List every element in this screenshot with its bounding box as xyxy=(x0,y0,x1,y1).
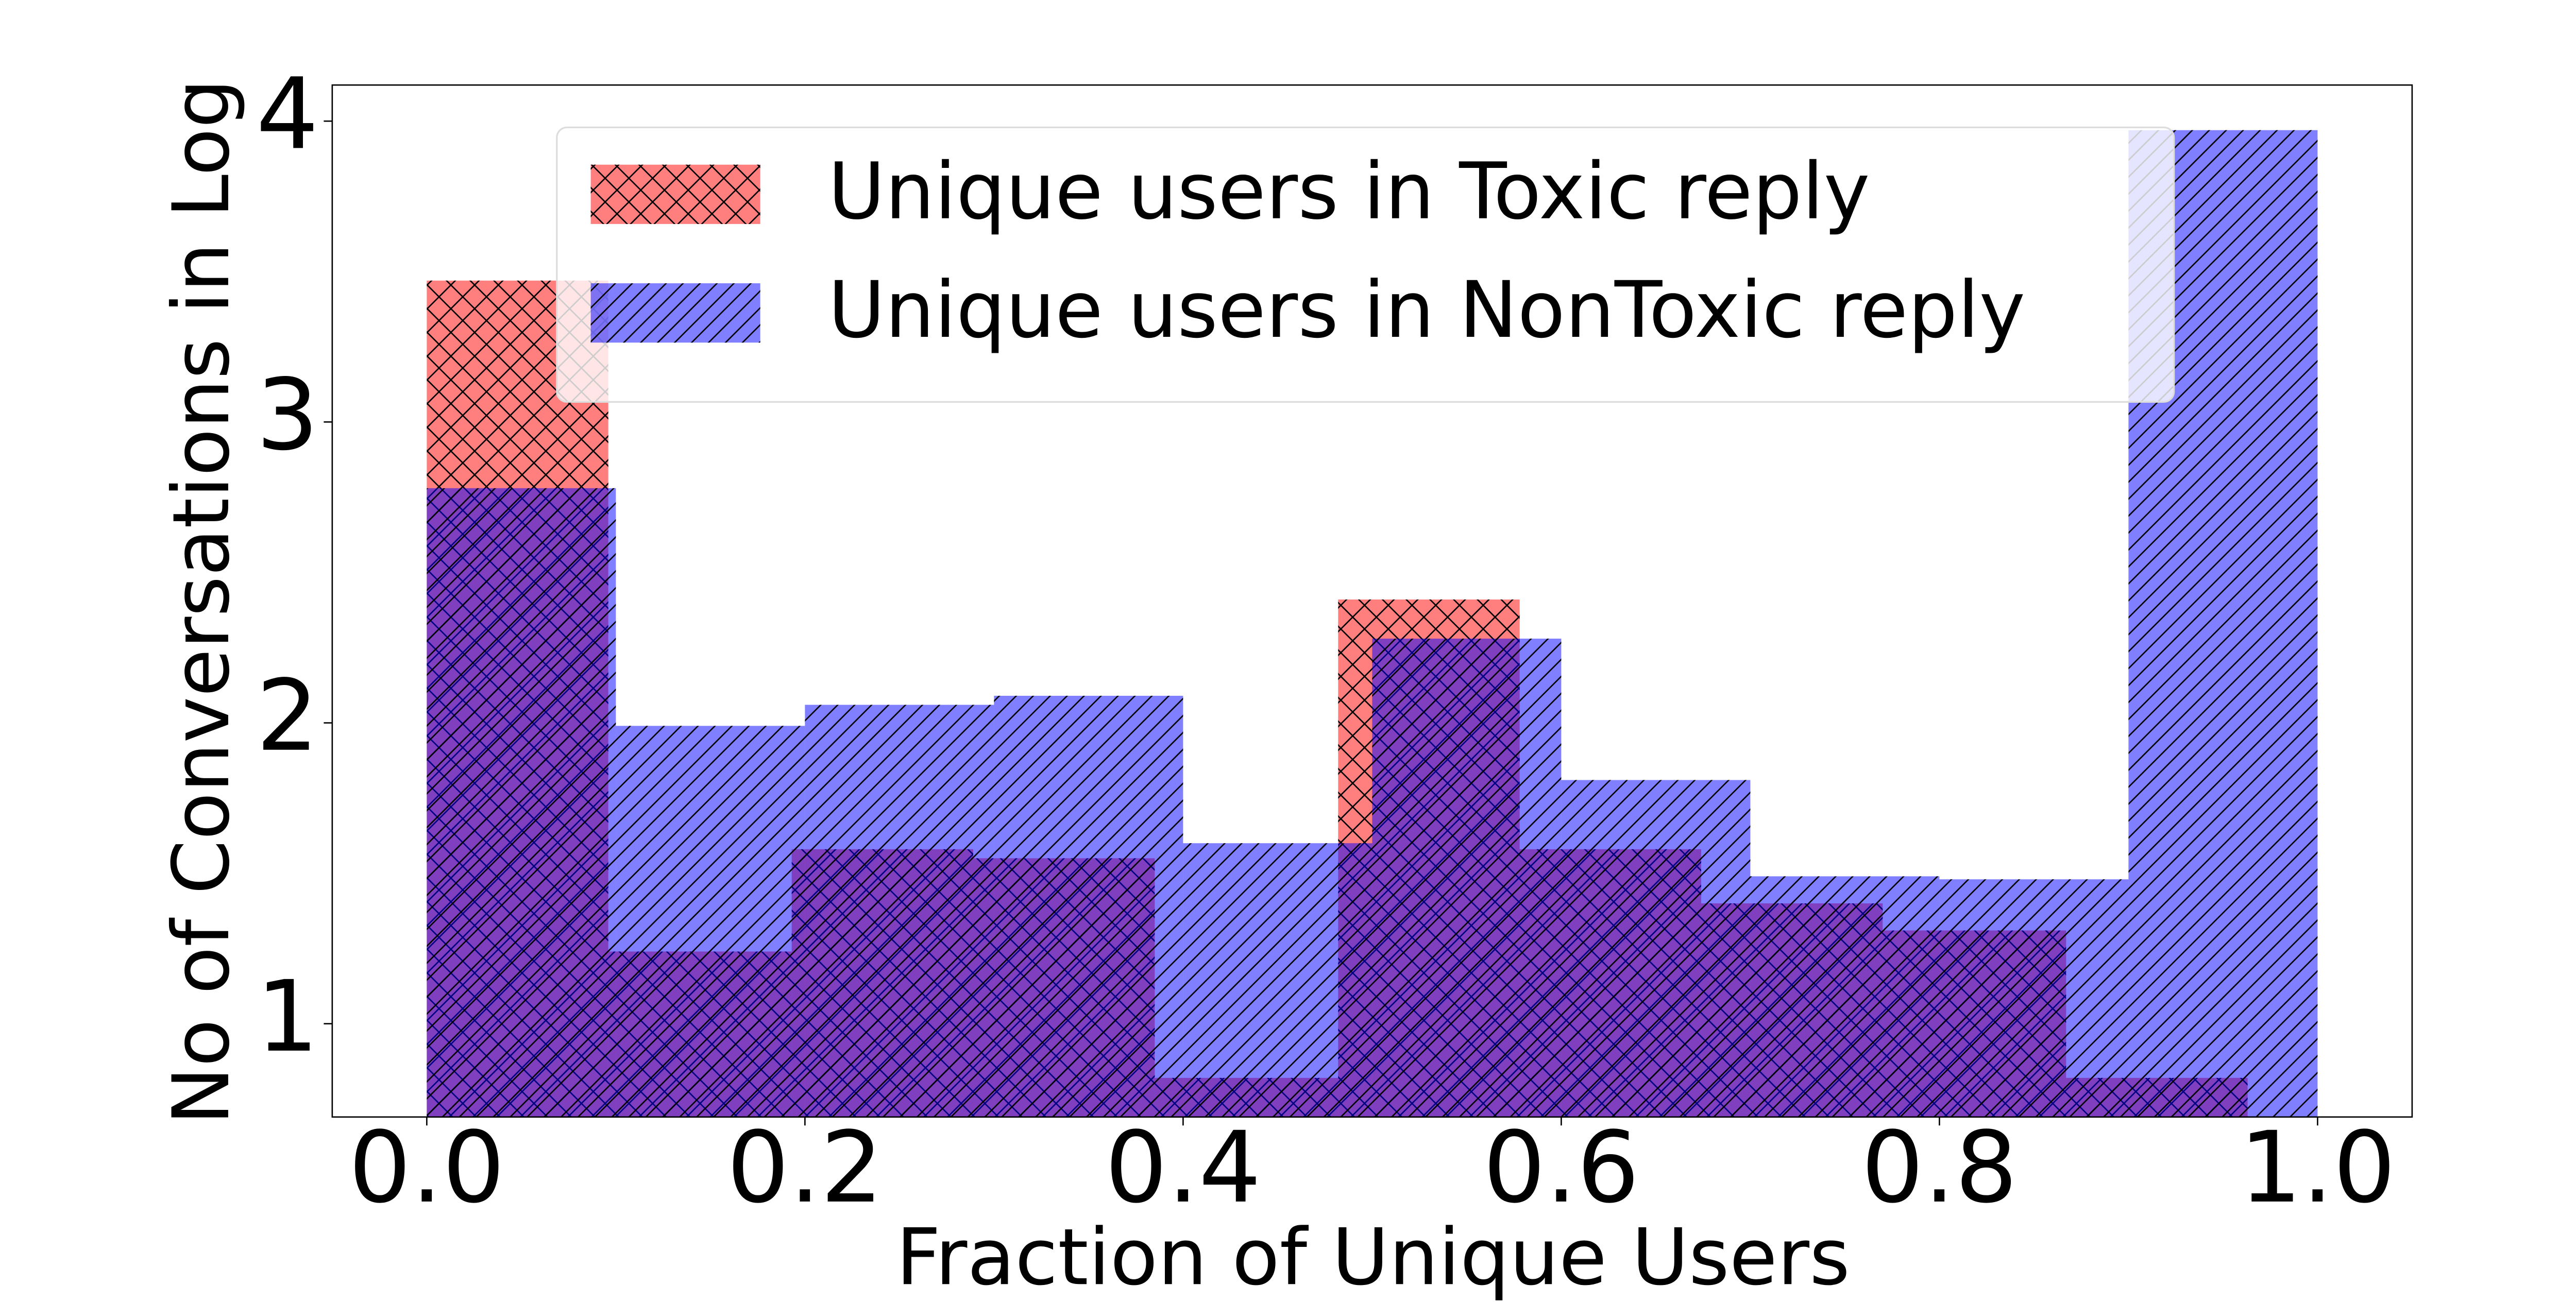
x-tick-label: 0.0 xyxy=(349,1111,505,1225)
x-tick-label: 0.8 xyxy=(1861,1111,2018,1225)
x-tick-label: 0.4 xyxy=(1105,1111,1261,1225)
bar-hatch xyxy=(427,488,616,1117)
legend-box xyxy=(556,126,2175,403)
y-tick-label: 2 xyxy=(256,659,318,774)
bar-hatch xyxy=(1750,876,1940,1117)
bar-hatch xyxy=(616,726,805,1117)
x-tick-label: 0.2 xyxy=(727,1111,883,1225)
x-tick-label: 0.6 xyxy=(1483,1111,1639,1225)
y-axis-label: No of Conversations in Log xyxy=(156,79,247,1125)
y-tick-label: 3 xyxy=(256,358,318,473)
legend-swatch-hatch xyxy=(590,283,760,343)
y-tick-label: 1 xyxy=(256,960,318,1074)
legend-label: Unique users in Toxic reply xyxy=(828,146,1870,237)
x-tick-label: 1.0 xyxy=(2240,1111,2396,1225)
y-tick-label: 4 xyxy=(256,57,318,172)
bar-hatch xyxy=(1372,638,1562,1117)
bar-hatch xyxy=(994,695,1183,1117)
bar-hatch xyxy=(1183,843,1372,1117)
axes-frame xyxy=(331,84,2413,1118)
bar-hatch xyxy=(1939,879,2129,1117)
bar-hatch xyxy=(1561,780,1751,1117)
legend-label: Unique users in NonToxic reply xyxy=(828,265,2025,355)
bar-hatch xyxy=(805,705,994,1117)
legend-swatch-hatch xyxy=(590,164,760,224)
x-axis-label: Fraction of Unique Users xyxy=(896,1212,1850,1302)
